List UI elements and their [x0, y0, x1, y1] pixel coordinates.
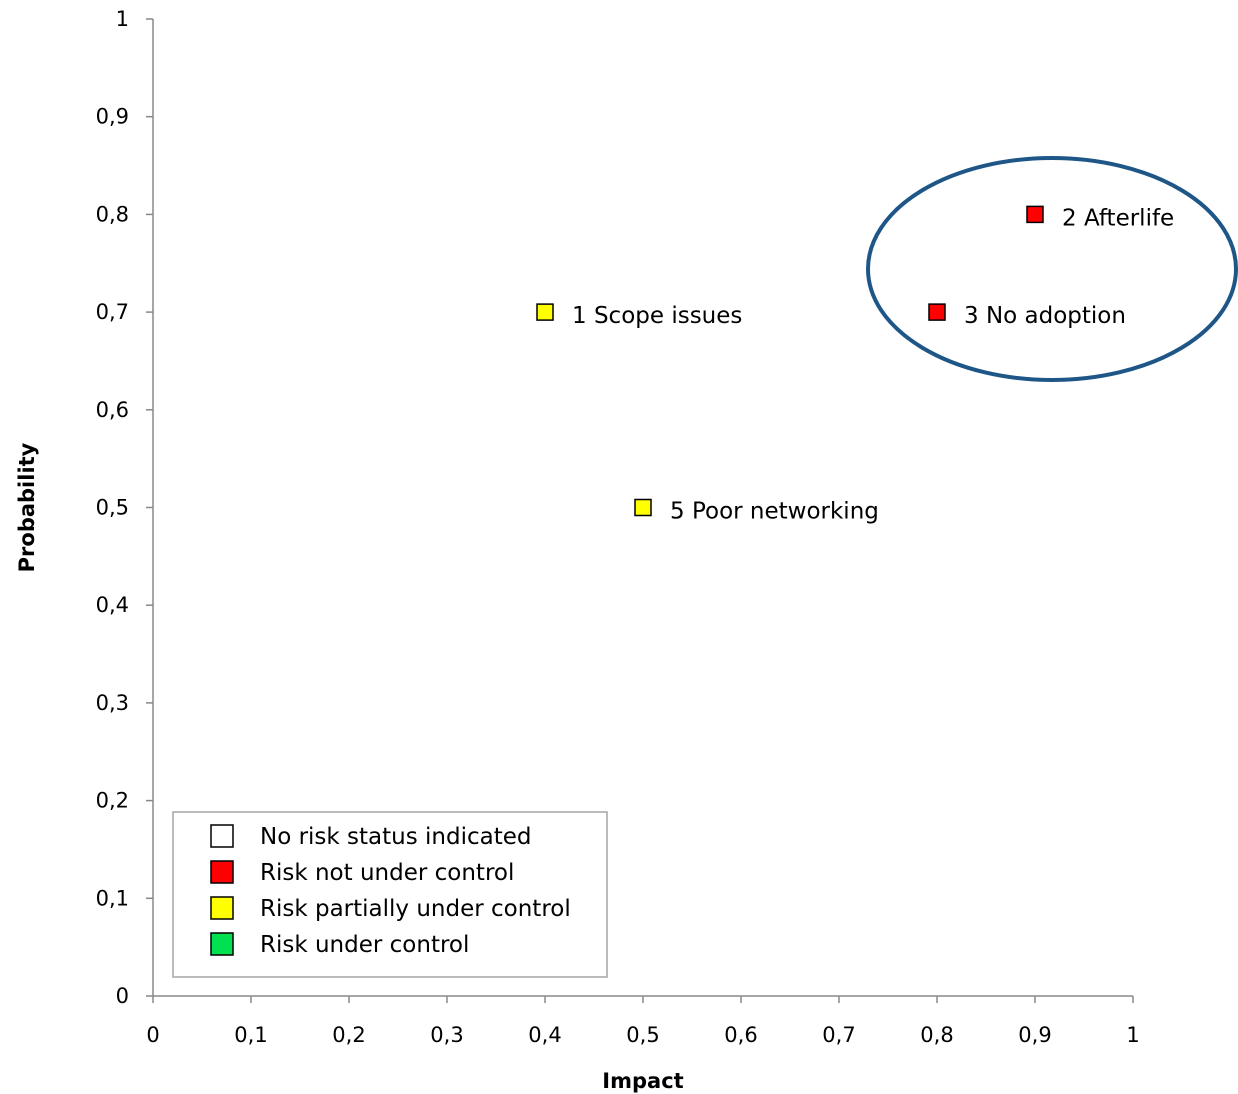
y-tick-label: 0 [116, 984, 129, 1008]
data-points: 2 Afterlife 1 Scope issues 3 No adoption 5 … [536, 205, 1174, 525]
x-tick-label: 0,9 [1018, 1023, 1051, 1047]
x-tick-label: 1 [1126, 1023, 1139, 1047]
data-point-marker [634, 498, 652, 517]
x-axis-title: Impact [602, 1069, 683, 1093]
legend-entry-label: No risk status indicated [260, 824, 532, 850]
legend: No risk status indicated Risk not under c… [172, 811, 608, 978]
data-point-label: 5 Poor networking [670, 499, 879, 525]
y-axis-title: Probability [15, 442, 39, 572]
data-point-marker [1026, 205, 1044, 224]
y-tick-label: 0,4 [96, 593, 129, 617]
legend-box [172, 811, 608, 978]
y-tick-label: 0,7 [96, 300, 129, 324]
legend-swatch [210, 860, 234, 884]
x-tick-label: 0,4 [528, 1023, 561, 1047]
x-tick-label: 0,1 [234, 1023, 267, 1047]
data-point-marker [928, 303, 946, 321]
x-tick-label: 0,5 [626, 1023, 659, 1047]
legend-entry-label: Risk partially under control [260, 896, 571, 922]
legend-entry-label: Risk under control [260, 932, 469, 958]
y-tick-label: 1 [116, 7, 129, 31]
y-ticks: 0 0,1 0,2 0,3 0,4 0,5 0,6 0,7 0,8 0,9 1 [96, 7, 153, 1008]
data-point-label: 1 Scope issues [572, 303, 742, 329]
legend-swatch [210, 896, 234, 920]
x-tick-label: 0,2 [332, 1023, 365, 1047]
x-tick-label: 0,7 [822, 1023, 855, 1047]
y-tick-label: 0,5 [96, 496, 129, 520]
legend-swatch [210, 824, 234, 848]
y-tick-label: 0,2 [96, 789, 129, 813]
x-ticks: 0 0,1 0,2 0,3 0,4 0,5 0,6 0,7 0,8 0,9 1 [146, 996, 1140, 1047]
legend-entry-label: Risk not under control [260, 860, 514, 886]
y-tick-label: 0,9 [96, 105, 129, 129]
data-point-label: 2 Afterlife [1062, 205, 1174, 231]
y-tick-label: 0,1 [96, 886, 129, 910]
data-point-label: 3 No adoption [964, 303, 1126, 329]
legend-swatch [210, 932, 234, 956]
x-tick-label: 0,3 [430, 1023, 463, 1047]
x-tick-label: 0 [146, 1023, 159, 1047]
x-tick-label: 0,8 [920, 1023, 953, 1047]
y-tick-label: 0,8 [96, 202, 129, 226]
data-point-marker [536, 303, 554, 321]
y-tick-label: 0,6 [96, 398, 129, 422]
x-tick-label: 0,6 [724, 1023, 757, 1047]
y-tick-label: 0,3 [96, 691, 129, 715]
highlight-ellipse [866, 156, 1238, 382]
